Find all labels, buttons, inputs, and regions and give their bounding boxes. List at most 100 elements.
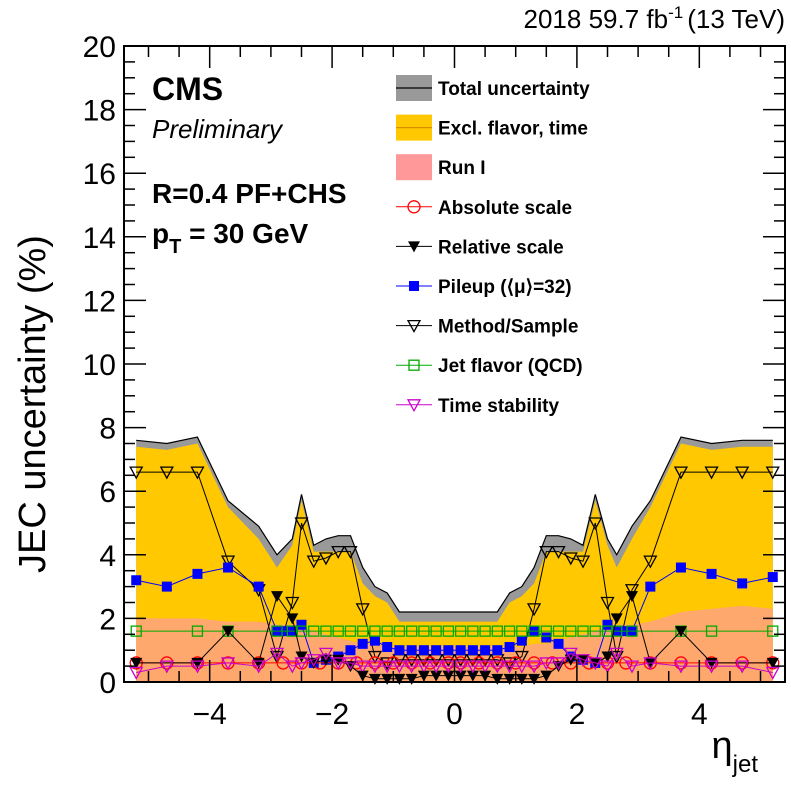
- axis-ticks: [124, 45, 785, 683]
- time-point: [220, 657, 236, 671]
- method-point: [643, 555, 658, 569]
- method-point: [331, 545, 346, 559]
- pileup-point: [253, 581, 264, 592]
- absolute-point: [405, 656, 419, 670]
- relative-point: [528, 673, 541, 685]
- flavor-point: [442, 625, 455, 637]
- flavor-point: [601, 625, 614, 637]
- flavor-point: [393, 625, 406, 637]
- pileup-point: [431, 645, 442, 656]
- pileup-point: [516, 635, 527, 646]
- flavor-point: [430, 625, 442, 637]
- preliminary-label: Preliminary: [152, 114, 284, 144]
- legend-label-flavor: Jet flavor (QCD): [438, 356, 583, 377]
- flavor-point: [381, 625, 393, 637]
- pileup-point: [504, 642, 515, 653]
- flavor-point: [479, 625, 491, 637]
- method-point: [575, 555, 591, 569]
- method-point: [355, 603, 370, 617]
- y-tick-label: 12: [83, 285, 116, 318]
- flavor-point: [611, 625, 623, 637]
- relative-point: [286, 613, 299, 625]
- pileup-point: [706, 568, 717, 579]
- method-point: [380, 657, 395, 671]
- x-tick-label: −2: [315, 698, 349, 731]
- time-point: [331, 657, 346, 671]
- time-point: [392, 660, 407, 674]
- method-point: [588, 517, 603, 531]
- flavor-point: [286, 625, 298, 637]
- flavor-point: [271, 625, 283, 637]
- method-point: [220, 555, 236, 569]
- relative-point: [766, 657, 779, 669]
- legend-item-total: Total uncertainty: [396, 75, 590, 101]
- time-point: [643, 657, 658, 671]
- flavor-point: [369, 625, 381, 637]
- x-axis-label-main: η: [712, 725, 733, 767]
- legend-marker-flavor: [408, 359, 420, 371]
- method-point: [673, 466, 689, 480]
- pt-subscript: T: [169, 236, 181, 258]
- absolute-point: [368, 656, 382, 670]
- relative-point: [503, 673, 516, 685]
- time-point: [514, 660, 529, 674]
- y-tick-label: 0: [99, 667, 116, 700]
- flavor-point: [589, 625, 601, 637]
- absolute-point: [423, 656, 437, 670]
- method-point: [190, 466, 205, 480]
- method-point: [343, 545, 358, 559]
- uncertainty-series: [129, 466, 780, 685]
- time-point: [526, 660, 542, 674]
- method-point: [502, 657, 517, 671]
- time-point: [673, 660, 689, 674]
- time-point: [453, 660, 468, 674]
- time-point: [735, 660, 750, 674]
- pileup-point: [455, 645, 466, 656]
- absolute-point: [386, 656, 400, 670]
- method-point: [294, 517, 309, 531]
- relative-point: [368, 673, 381, 685]
- x-axis-label: ηjet: [712, 725, 759, 778]
- pileup-point: [541, 632, 552, 643]
- relative-point: [295, 651, 308, 663]
- time-point: [704, 660, 719, 674]
- time-point: [294, 657, 309, 671]
- flavor-point: [295, 625, 308, 637]
- relative-point: [644, 657, 657, 669]
- time-point: [563, 647, 578, 661]
- y-tick-label: 10: [83, 349, 116, 382]
- legend-label-absolute: Absolute scale: [438, 198, 572, 219]
- relative-point: [577, 654, 590, 666]
- legend-item-absolute: Absolute scale: [396, 198, 572, 219]
- flavor-point: [467, 625, 479, 637]
- legend-label-method: Method/Sample: [438, 317, 578, 338]
- flavor-point: [577, 625, 589, 637]
- relative-point: [430, 670, 443, 682]
- legend-swatch-run1: [396, 154, 432, 181]
- relative-point: [601, 651, 614, 663]
- series-time: [129, 647, 780, 680]
- legend-marker-relative: [408, 241, 420, 253]
- flavor-point: [565, 625, 577, 637]
- time-point: [502, 660, 517, 674]
- pileup-point: [406, 645, 417, 656]
- y-tick-label: 18: [83, 95, 116, 128]
- legend-marker-method: [406, 319, 422, 333]
- pileup-point: [369, 635, 380, 646]
- flavor-point: [406, 625, 418, 637]
- legend-marker-pileup: [409, 281, 419, 291]
- time-point: [551, 657, 566, 671]
- relative-point: [589, 657, 602, 669]
- y-tick-label: 20: [83, 31, 116, 64]
- legend-item-run1: Run I: [396, 154, 486, 181]
- relative-point: [393, 673, 406, 685]
- flavor-point: [418, 625, 430, 637]
- flavor-point: [767, 625, 779, 637]
- lumi-sup: -1: [668, 3, 683, 22]
- axis-tick-labels: −4 −2 0 2 4 0 2 4 6 8 10 12 14 16 18 20: [83, 31, 708, 731]
- method-point: [735, 466, 750, 480]
- pileup-point: [296, 619, 307, 630]
- time-point: [269, 647, 285, 661]
- absolute-point: [509, 656, 523, 670]
- relative-point: [610, 613, 623, 625]
